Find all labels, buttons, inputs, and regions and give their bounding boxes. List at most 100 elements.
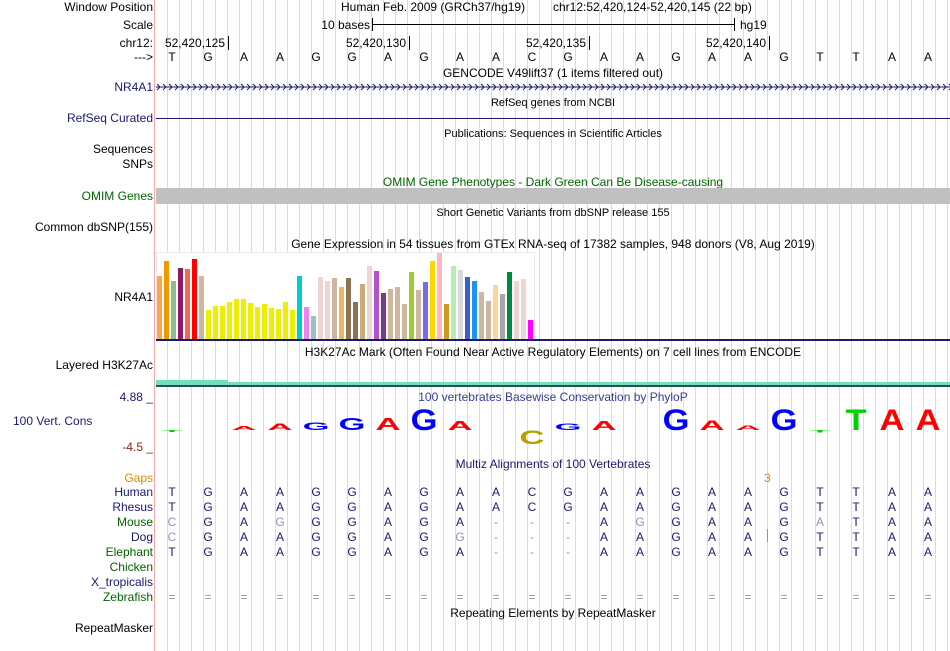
gtex-tissue-bar[interactable] (290, 309, 295, 339)
gtex-tissue-bar[interactable] (206, 309, 211, 339)
gtex-tissue-bar[interactable] (500, 294, 505, 339)
gtex-tissue-bar[interactable] (423, 282, 428, 339)
gencode-gene-label[interactable]: NR4A1 (114, 80, 153, 94)
base-letter: A (599, 50, 608, 64)
gtex-tissue-bar[interactable] (171, 280, 176, 339)
alignment-base: T (816, 545, 824, 559)
species-label[interactable]: Human (114, 485, 153, 499)
gene-model-nr4a1[interactable] (156, 81, 950, 93)
gtex-tissue-bar[interactable] (192, 259, 197, 339)
gtex-tissue-bar[interactable] (367, 265, 372, 339)
gtex-tissue-bar[interactable] (360, 283, 365, 339)
alignment-base: = (564, 590, 572, 604)
gtex-tissue-bar[interactable] (262, 303, 267, 339)
gtex-tissue-bar[interactable] (339, 287, 344, 339)
gtex-tissue-bar[interactable] (395, 287, 400, 339)
gtex-tissue-bar[interactable] (241, 299, 246, 339)
gtex-tissue-bar[interactable] (346, 277, 351, 339)
species-label[interactable]: Chicken (109, 560, 153, 574)
gtex-label[interactable]: NR4A1 (114, 290, 153, 304)
species-label[interactable]: Rhesus (112, 500, 153, 514)
gtex-tissue-bar[interactable] (514, 280, 519, 339)
gtex-tissue-bar[interactable] (353, 302, 358, 339)
alignment-base: A (275, 530, 284, 544)
gtex-tissue-bar[interactable] (283, 302, 288, 339)
insertion-marker (767, 529, 768, 542)
species-label[interactable]: Zebrafish (102, 590, 153, 604)
rmsk-label[interactable]: RepeatMasker (74, 621, 153, 635)
gtex-tissue-bar[interactable] (311, 315, 316, 339)
strand-label[interactable]: ---> (134, 50, 153, 64)
h3k27ac-label[interactable]: Layered H3K27Ac (55, 358, 153, 372)
snps-label[interactable]: SNPs (122, 157, 153, 171)
phylop-base-glyph: A (448, 419, 473, 432)
gtex-tissue-bar[interactable] (332, 277, 337, 339)
dbsnp-label[interactable]: Common dbSNP(155) (34, 220, 153, 234)
gtex-tissue-bar[interactable] (276, 308, 281, 339)
gtex-tissue-bar[interactable] (220, 306, 225, 339)
alignment-base: = (312, 590, 320, 604)
gtex-tissue-bar[interactable] (297, 276, 302, 339)
gtex-tissue-bar[interactable] (304, 307, 309, 339)
phylop-label[interactable]: 100 Vert. Cons (13, 414, 93, 428)
refseq-label[interactable]: RefSeq Curated (66, 111, 153, 125)
species-label[interactable]: Dog (130, 530, 153, 544)
phylop-base-glyph: T (161, 430, 182, 433)
species-label[interactable]: Mouse (116, 515, 153, 529)
alignment-base: = (780, 590, 788, 604)
gtex-tissue-bar[interactable] (451, 265, 456, 339)
base-letter: G (347, 50, 357, 64)
species-label[interactable]: Elephant (105, 545, 153, 559)
gtex-tissue-bar[interactable] (444, 303, 449, 339)
omim-feature-bar[interactable] (156, 188, 950, 204)
gtex-tissue-bar[interactable] (416, 289, 421, 339)
gtex-tissue-bar[interactable] (507, 271, 512, 339)
gtex-tissue-bar[interactable] (318, 277, 323, 339)
gtex-tissue-bar[interactable] (472, 280, 477, 339)
gtex-tissue-bar[interactable] (248, 302, 253, 339)
gtex-tissue-bar[interactable] (430, 260, 435, 339)
alignment-base: A (743, 485, 752, 499)
alignment-base: G (347, 545, 357, 559)
gtex-tissue-bar[interactable] (234, 298, 239, 339)
gtex-tissue-bar[interactable] (213, 306, 218, 339)
gtex-tissue-bar[interactable] (458, 270, 463, 339)
gtex-tissue-bar[interactable] (325, 281, 330, 339)
refseq-gene-line[interactable] (156, 118, 950, 119)
gtex-tissue-bar[interactable] (409, 271, 414, 339)
gtex-tissue-bar[interactable] (493, 284, 498, 339)
gtex-tissue-bar[interactable] (528, 320, 533, 339)
gtex-tissue-bar[interactable] (479, 291, 484, 339)
h3k27ac-signal-dark (156, 385, 950, 387)
alignment-base: G (419, 485, 429, 499)
gtex-tissue-bar[interactable] (269, 308, 274, 339)
species-label[interactable]: X_tropicalis (90, 575, 153, 589)
gtex-tissue-bar[interactable] (388, 289, 393, 339)
gtex-tissue-bar[interactable] (157, 276, 162, 339)
gtex-tissue-bar[interactable] (374, 271, 379, 339)
base-letter: A (743, 50, 752, 64)
pubs-label[interactable]: Sequences (92, 142, 153, 156)
gtex-tissue-bar[interactable] (255, 307, 260, 339)
gtex-tissue-bar[interactable] (185, 269, 190, 339)
gtex-tissue-bar[interactable] (465, 277, 470, 339)
gtex-tissue-bar[interactable] (486, 301, 491, 339)
alignment-base: G (347, 530, 357, 544)
alignment-base: T (852, 485, 860, 499)
base-letter: A (275, 50, 284, 64)
phylop-base-glyph: G (411, 403, 438, 436)
position-label[interactable]: chr12:52,420,124-52,420,145 (22 bp) (553, 0, 752, 14)
gtex-tissue-bar[interactable] (521, 278, 526, 339)
gtex-tissue-bar[interactable] (164, 260, 169, 339)
alignment-base: A (599, 485, 608, 499)
gtex-tissue-bar[interactable] (199, 276, 204, 339)
omim-label[interactable]: OMIM Genes (81, 189, 153, 203)
gtex-tissue-bar[interactable] (227, 302, 232, 339)
alignment-base: A (887, 530, 896, 544)
gtex-tissue-bar[interactable] (437, 253, 442, 339)
gtex-tissue-bar[interactable] (381, 293, 386, 339)
gtex-tissue-bar[interactable] (178, 267, 183, 339)
alignment-base: = (600, 590, 608, 604)
base-letter: G (419, 50, 429, 64)
gtex-tissue-bar[interactable] (402, 303, 407, 339)
